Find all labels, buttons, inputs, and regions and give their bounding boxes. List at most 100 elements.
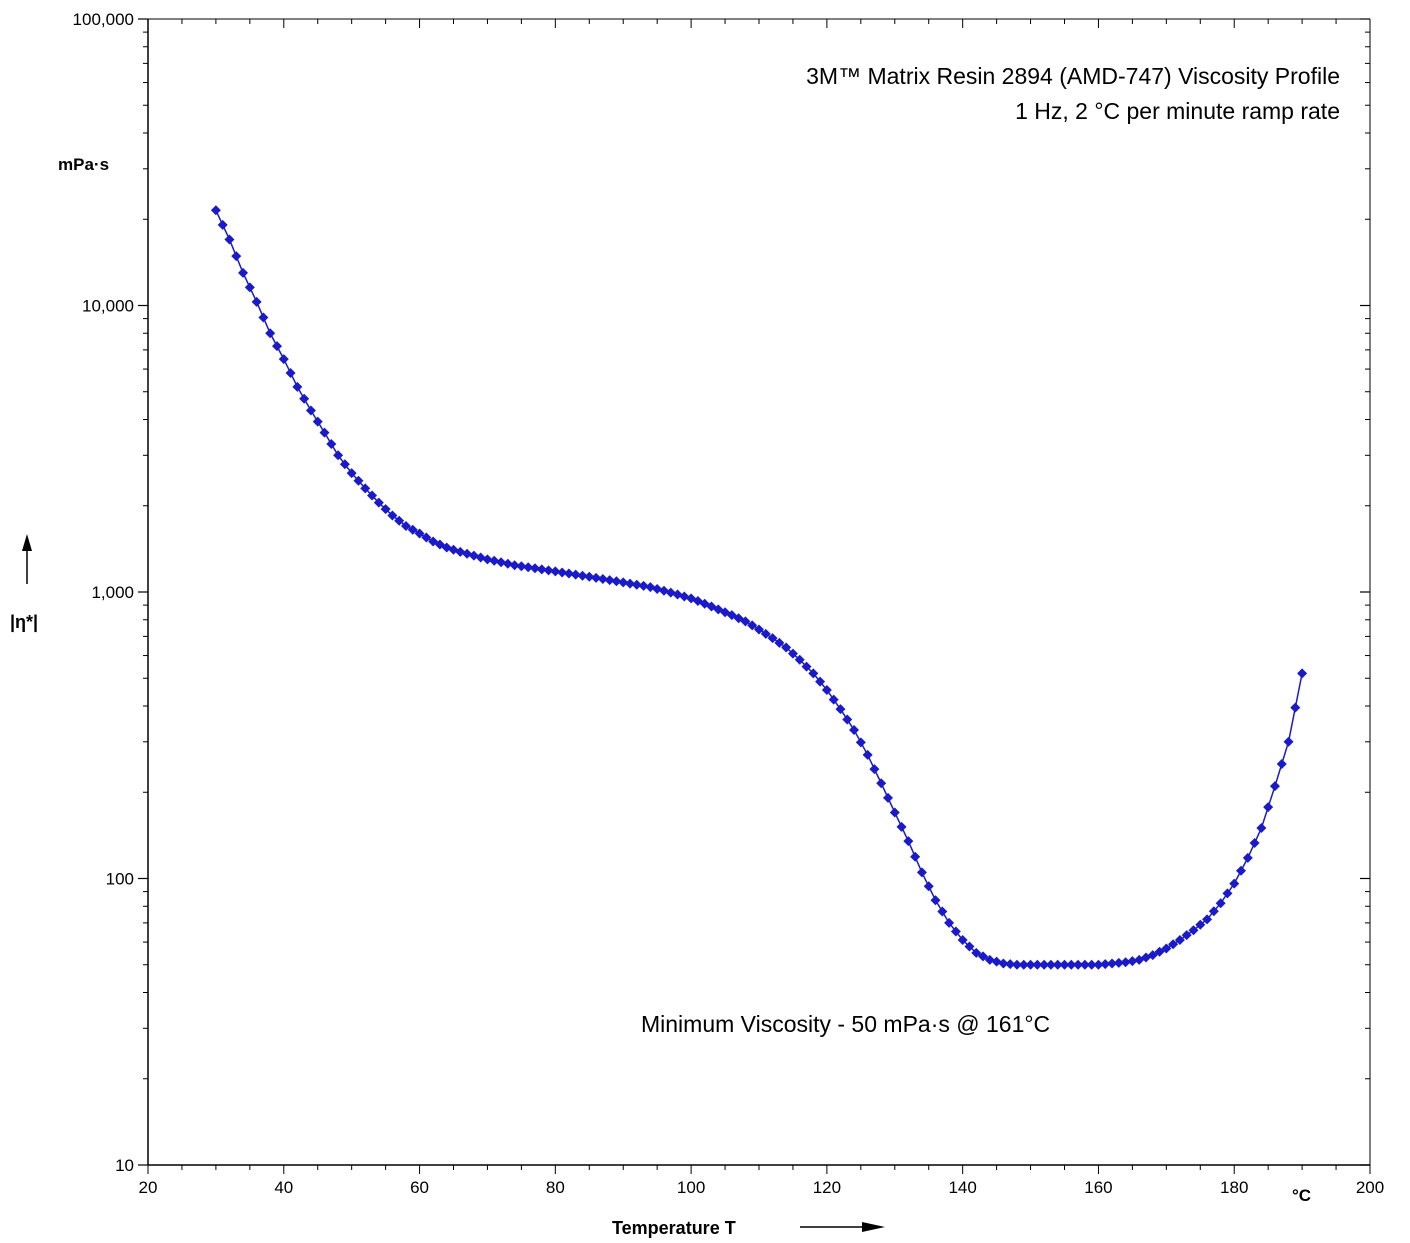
data-point: [767, 633, 778, 644]
data-point: [754, 624, 764, 635]
data-point: [238, 267, 249, 278]
data-point: [210, 205, 221, 216]
data-point: [258, 312, 269, 323]
data-point: [1202, 914, 1213, 925]
data-point: [1290, 702, 1301, 713]
data-point: [916, 867, 927, 878]
data-point: [957, 935, 968, 946]
data-point: [801, 661, 812, 672]
data-point: [312, 416, 323, 427]
data-point: [1161, 943, 1172, 954]
data-point: [543, 565, 554, 576]
data-point: [828, 694, 839, 705]
min-viscosity-annotation: Minimum Viscosity - 50 mPa·s @ 161°C: [641, 1011, 1050, 1037]
data-point: [563, 568, 574, 579]
data-point: [509, 560, 520, 571]
y-axis: 10 100 1,000 10,000 100,000: [73, 10, 1370, 1175]
series-viscosity: [210, 205, 1308, 970]
data-point: [1222, 888, 1233, 899]
data-point: [502, 558, 513, 569]
data-point: [482, 554, 493, 565]
data-point: [1276, 758, 1287, 769]
data-point: [604, 575, 615, 586]
data-point: [1168, 939, 1179, 950]
data-point: [1188, 925, 1199, 936]
data-point: [971, 947, 982, 958]
data-point: [1195, 919, 1206, 930]
plot-frame: [147, 18, 1371, 1166]
data-point: [1242, 852, 1253, 863]
data-point: [964, 941, 975, 952]
x-tick-label: 20: [139, 1178, 158, 1197]
data-point: [1011, 959, 1022, 970]
data-point: [231, 251, 242, 262]
data-point: [496, 557, 507, 568]
y-tick-label: 10: [115, 1156, 134, 1175]
y-tick-label: 100,000: [73, 10, 134, 29]
data-point: [1073, 959, 1084, 970]
x-tick-label: 60: [410, 1178, 429, 1197]
x-unit-label: °C: [1292, 1186, 1311, 1205]
data-point: [251, 296, 262, 307]
data-point: [523, 562, 534, 573]
data-point: [882, 792, 893, 803]
x-tick-label: 160: [1084, 1178, 1112, 1197]
series-line: [215, 209, 1303, 966]
x-axis: 20 40 60 80 100 120 140 160 180 200: [139, 19, 1384, 1197]
data-point: [292, 381, 303, 392]
data-point: [224, 234, 235, 245]
y-tick-label: 10,000: [82, 297, 134, 316]
data-point: [760, 628, 771, 639]
data-point: [407, 524, 418, 535]
data-point: [299, 393, 310, 404]
data-point: [597, 574, 608, 585]
data-point: [808, 668, 819, 679]
data-point: [774, 637, 785, 648]
data-point: [876, 778, 887, 789]
data-point: [577, 570, 588, 581]
data-point: [998, 958, 1009, 969]
data-point: [1263, 802, 1274, 813]
data-point: [1093, 959, 1104, 970]
data-point: [903, 836, 914, 847]
data-point: [285, 367, 296, 378]
data-point: [305, 405, 316, 416]
data-point: [1032, 959, 1043, 970]
data-point: [1107, 958, 1118, 969]
data-point: [747, 620, 758, 631]
data-point: [373, 497, 384, 508]
y-unit-label: mPa·s: [58, 155, 109, 174]
data-point: [1052, 959, 1063, 970]
data-point: [1018, 959, 1029, 970]
y-tick-label: 100: [106, 870, 134, 889]
data-point: [937, 906, 948, 917]
x-tick-label: 180: [1220, 1178, 1248, 1197]
data-point: [869, 764, 880, 775]
data-point: [387, 510, 398, 521]
data-point: [557, 567, 568, 578]
data-point: [930, 895, 941, 906]
data-point: [326, 438, 337, 449]
data-point: [1045, 959, 1056, 970]
data-point: [1256, 823, 1267, 834]
data-point: [944, 917, 955, 928]
data-point: [740, 616, 751, 627]
data-point: [1283, 736, 1294, 747]
data-point: [271, 341, 282, 352]
data-point: [1086, 959, 1097, 970]
data-point: [638, 580, 649, 591]
data-point: [923, 881, 934, 892]
x-tick-label: 80: [546, 1178, 565, 1197]
data-point: [821, 684, 832, 695]
data-point: [1120, 957, 1131, 968]
data-point: [529, 563, 540, 574]
data-point: [910, 851, 921, 862]
data-point: [339, 459, 350, 470]
data-point: [978, 951, 989, 962]
x-tick-label: 40: [274, 1178, 293, 1197]
data-point: [265, 328, 276, 339]
data-point: [781, 642, 792, 653]
data-point: [1297, 668, 1308, 679]
data-point: [489, 555, 500, 566]
